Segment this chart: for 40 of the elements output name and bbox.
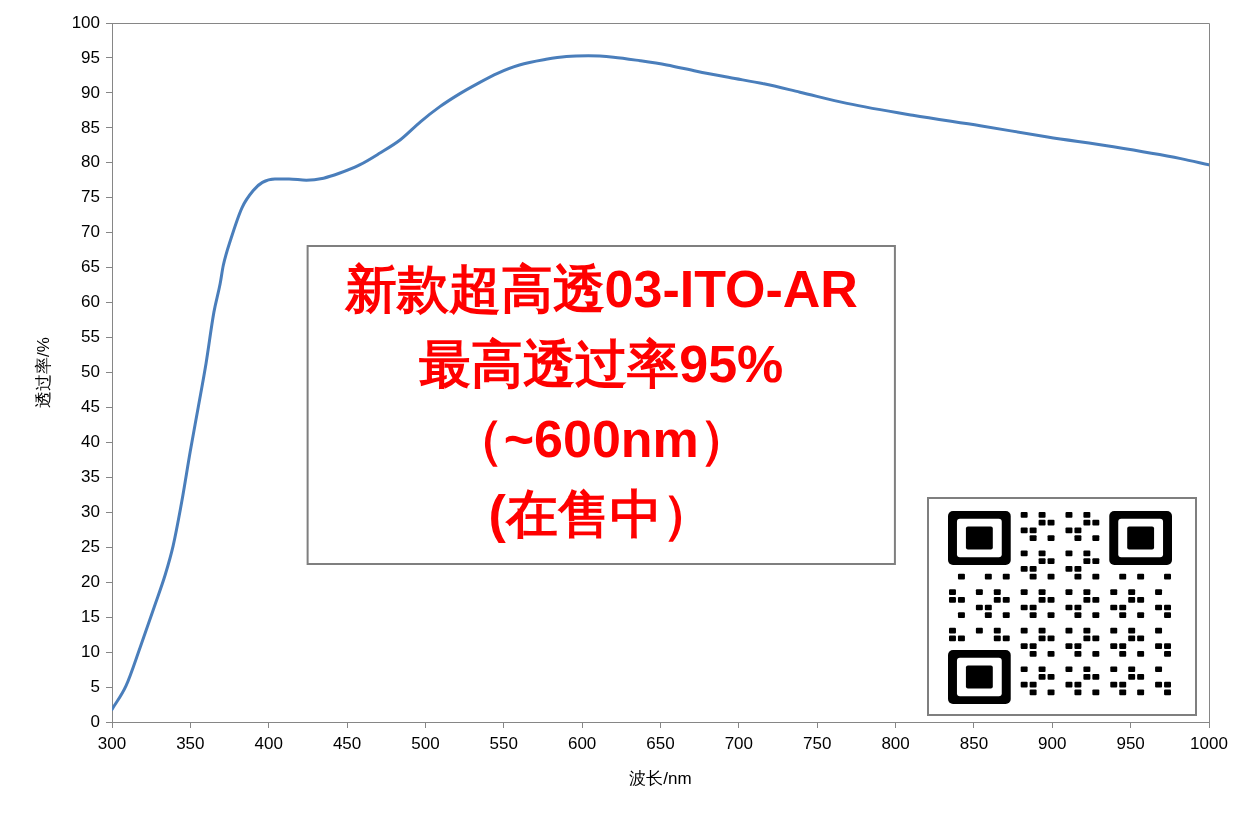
- y-tick-label: 85: [81, 117, 100, 137]
- y-tick-label: 100: [71, 12, 100, 32]
- y-axis-title: 透过率/%: [33, 337, 53, 408]
- x-tick-label: 850: [959, 733, 989, 753]
- y-tick-label: 15: [81, 606, 100, 626]
- y-tick-label: 10: [81, 641, 100, 661]
- x-tick-label: 1000: [1190, 733, 1228, 753]
- y-tick-label: 40: [81, 432, 100, 452]
- x-tick-label: 350: [176, 733, 205, 753]
- x-tick-label: 900: [1038, 733, 1067, 753]
- x-tick-label: 450: [332, 733, 362, 753]
- y-tick-label: 65: [81, 257, 100, 277]
- y-tick-label: 25: [81, 536, 100, 556]
- y-tick-label: 60: [81, 292, 100, 312]
- x-tick-label: 750: [803, 733, 832, 753]
- y-tick-label: 30: [81, 501, 100, 521]
- y-tick-label: 90: [81, 82, 100, 102]
- x-tick-label: 600: [567, 733, 597, 753]
- y-tick-label: 55: [81, 327, 100, 347]
- line-series: [112, 54, 1209, 711]
- x-tick-label: 500: [411, 733, 440, 753]
- y-tick-label: 5: [90, 676, 100, 696]
- y-tick-label: 70: [81, 222, 100, 242]
- y-tick-label: 35: [81, 467, 100, 487]
- x-tick-label: 400: [254, 733, 283, 753]
- x-tick-label: 950: [1116, 733, 1145, 753]
- x-tick-label: 550: [489, 733, 518, 753]
- y-tick-label: 80: [81, 152, 100, 172]
- x-axis-title: 波长/nm: [629, 769, 692, 789]
- x-tick-label: 300: [97, 733, 127, 753]
- x-tick-label: 700: [724, 733, 754, 753]
- y-tick-label: 20: [81, 571, 100, 591]
- y-tick-label: 45: [81, 397, 100, 417]
- y-tick-label: 50: [81, 362, 100, 382]
- x-tick-label: 650: [646, 733, 675, 753]
- y-tick-label: 0: [90, 711, 100, 731]
- x-tick-label: 800: [881, 733, 910, 753]
- y-tick-label: 95: [81, 47, 100, 67]
- annotation: 新款超高透03-ITO-AR 最高透过率95% （~600nm） (在售中）: [343, 259, 858, 543]
- y-tick-label: 75: [81, 187, 100, 207]
